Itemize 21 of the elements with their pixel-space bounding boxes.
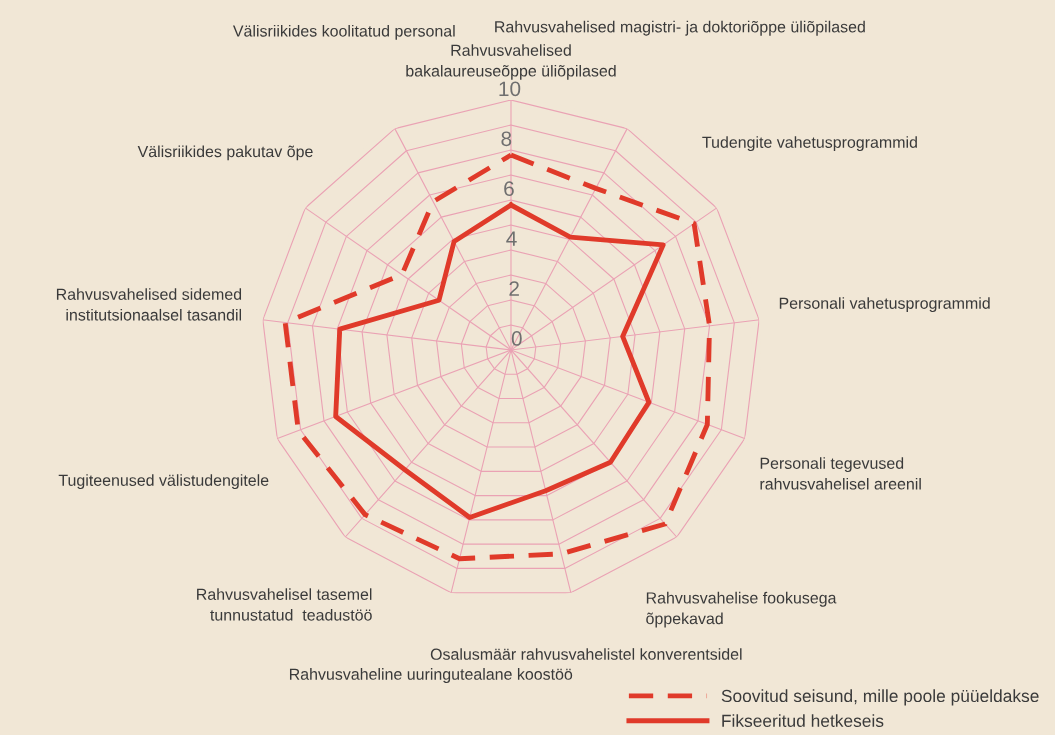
spoke-label: Rahvusvahelise fookusega õppekavad (646, 591, 837, 628)
spoke-label: Personali vahetusprogrammid (779, 297, 990, 313)
spoke-label: Rahvusvahelised sidemed institutsionaalsel tasandil (56, 288, 242, 321)
legend-label: Fikseeritud hetkeseis (722, 714, 884, 727)
spoke-label: Rahvusvaheline uuringutealane koostöö (289, 668, 573, 684)
y-tick-label: 4 (506, 231, 517, 246)
y-tick-label: 10 (499, 81, 521, 97)
legend-label: Soovitud seisund, mille poole püüeldakse (721, 689, 1039, 706)
y-tick-label: 8 (501, 131, 512, 147)
spoke-label: Rahvusvahelised magistri- ja doktoriõppe üliõpilased (495, 20, 865, 36)
y-tick-label: 2 (509, 281, 519, 296)
y-tick-label: 6 (504, 181, 514, 197)
y-tick-label: 0 (511, 331, 522, 346)
spoke-label: Rahvusvahelised bakalaureuseõppe üliõpilased (406, 44, 616, 80)
spoke-label: Rahvusvahelisel tasemel tunnustatud teadustöö (197, 588, 372, 621)
spoke-label: Välisriikides koolitatud personal (232, 24, 455, 40)
spoke-label: Tudengite vahetusprogrammid (702, 136, 917, 152)
spoke-label: Personali tegevused rahvusvahelisel areenil (760, 457, 921, 490)
spoke-label: Tugiteenused välistudengitele (58, 474, 269, 490)
spoke-label: Välisriikides pakutav õpe (137, 145, 313, 161)
spoke-label: Osalusmäär rahvusvahelistel konverentsidel (430, 648, 742, 660)
